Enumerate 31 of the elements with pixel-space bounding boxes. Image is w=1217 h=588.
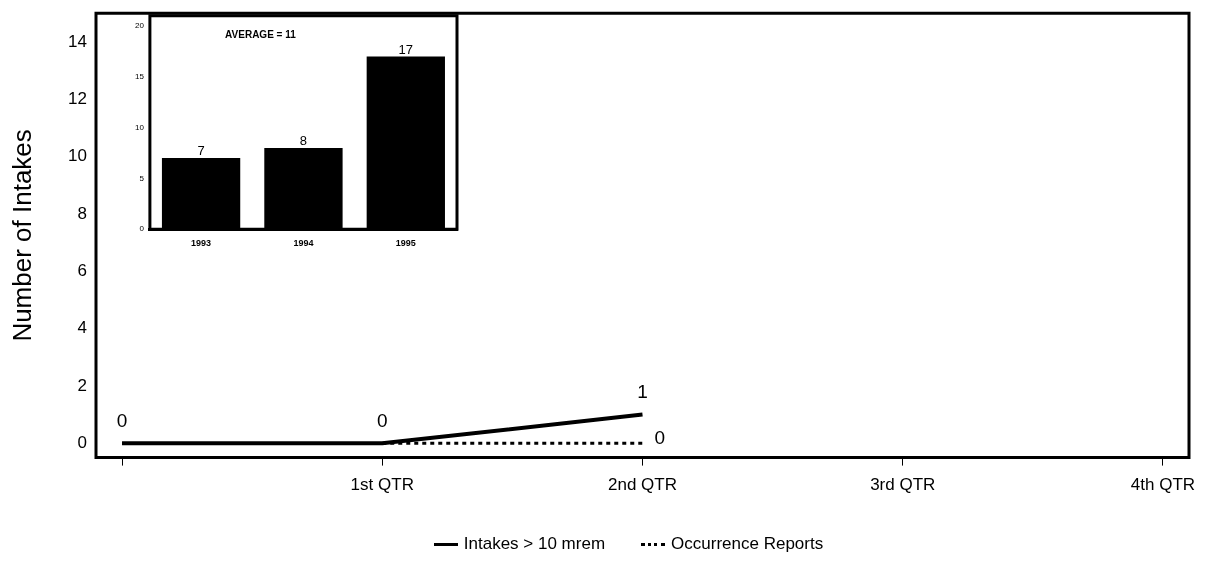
x-tick-label: 1993 [191, 238, 212, 249]
annotation: AVERAGE = 11 [225, 28, 297, 40]
data-label: 17 [398, 41, 414, 57]
legend-label: Intakes > 10 mrem [463, 534, 606, 554]
data-label: 1 [637, 381, 648, 403]
y-tick-label: 4 [77, 318, 87, 338]
y-tick-label: 5 [139, 173, 145, 183]
legend-label: Occurrence Reports [671, 534, 824, 554]
y-tick-label: 20 [134, 21, 145, 31]
y-tick-label: 15 [134, 71, 145, 81]
x-tick-label: 1st QTR [350, 475, 414, 495]
data-label: 8 [299, 132, 308, 148]
y-tick-label: 8 [77, 203, 87, 223]
y-axis-title: Number of Intakes [6, 129, 37, 342]
y-tick-label: 12 [68, 88, 87, 108]
y-tick-label: 14 [68, 31, 87, 51]
y-tick-label: 0 [77, 432, 87, 452]
data-label: 0 [654, 427, 666, 449]
x-tick-label: 4th QTR [1130, 475, 1196, 495]
x-tick-label: 1995 [395, 238, 416, 249]
y-tick-label: 2 [77, 375, 87, 395]
data-label: 7 [197, 143, 205, 159]
data-label: 0 [376, 410, 388, 431]
x-tick-label: 1994 [293, 238, 314, 249]
y-tick-label: 10 [68, 146, 87, 166]
y-tick-label: 0 [139, 224, 145, 234]
x-tick-label: 3rd QTR [870, 475, 936, 495]
data-label: 0 [116, 410, 128, 431]
y-tick-label: 10 [134, 122, 145, 132]
x-tick-label: 2nd QTR [608, 475, 677, 495]
y-tick-label: 6 [77, 260, 87, 280]
